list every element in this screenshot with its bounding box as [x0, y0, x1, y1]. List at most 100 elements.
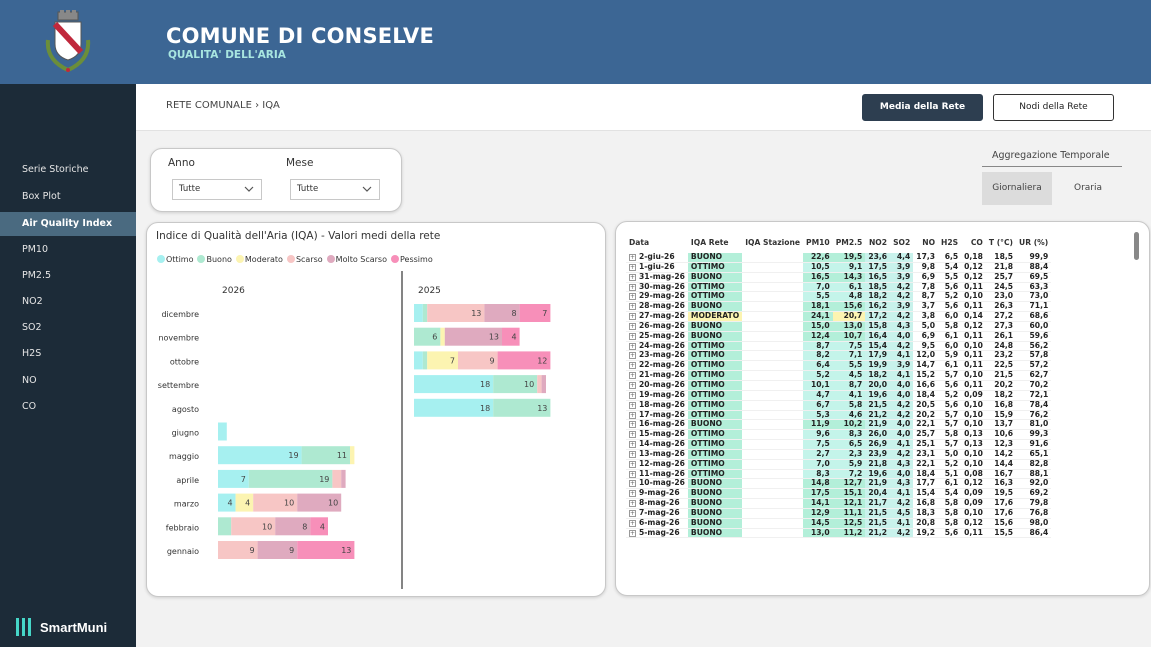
expand-row-icon[interactable]: +	[629, 372, 636, 380]
cell-no2: 21,5	[865, 400, 891, 411]
table-row[interactable]: +29-mag-26 OTTIMO 5,5 4,8 18,2 4,2 8,7 5,2 0,10 2…	[626, 291, 1052, 303]
table-row[interactable]: +16-mag-26 BUONO 11,9 10,2 21,9 4,0 22,1 5,7 0,1…	[626, 419, 1052, 431]
table-row[interactable]: +12-mag-26 OTTIMO 7,0 5,9 21,8 4,3 22,1 5,2 0,10…	[626, 459, 1052, 470]
expand-row-icon[interactable]: +	[629, 362, 636, 370]
mese-select[interactable]: Tutte	[290, 179, 380, 200]
expand-row-icon[interactable]: +	[629, 273, 636, 281]
column-header-t-c[interactable]: T (°C)	[988, 237, 1014, 247]
table-row[interactable]: +15-mag-26 OTTIMO 9,6 8,3 26,0 4,0 25,7 5,8 0,13…	[626, 429, 1052, 441]
table-row[interactable]: +10-mag-26 BUONO 14,8 12,7 21,9 4,3 17,7 6,1 0,1…	[626, 478, 1052, 490]
bar-data-label: 7	[241, 475, 246, 484]
column-header-h2s[interactable]: H2S	[941, 237, 959, 247]
expand-row-icon[interactable]: +	[629, 303, 636, 311]
table-row[interactable]: +28-mag-26 BUONO 18,1 15,6 16,2 3,9 3,7 5,6 0,11…	[626, 301, 1052, 313]
cell-no2: 17,9	[865, 351, 891, 362]
column-header-iqa-rete[interactable]: IQA Rete	[690, 237, 729, 247]
table-row[interactable]: +13-mag-26 OTTIMO 2,7 2,3 23,9 4,2 23,1 5,0 0,10…	[626, 449, 1052, 460]
expand-row-icon[interactable]: +	[629, 401, 636, 409]
aggregazione-oraria-button[interactable]: Oraria	[1073, 183, 1102, 193]
sidebar-item-so2[interactable]: SO2	[22, 322, 42, 333]
sidebar-item-no[interactable]: NO	[22, 375, 37, 386]
table-row[interactable]: +6-mag-26 BUONO 14,5 12,5 21,5 4,1 20,8 5,8 0,12…	[626, 518, 1052, 529]
table-row[interactable]: +9-mag-26 BUONO 17,5 15,1 20,4 4,1 15,4 5,4 0,09…	[626, 488, 1052, 500]
column-header-data[interactable]: Data	[629, 237, 650, 247]
expand-row-icon[interactable]: +	[629, 332, 636, 340]
bar-segment-2026-marzo-ottimo	[218, 493, 236, 512]
table-row[interactable]: +30-mag-26 OTTIMO 7,0 6,1 18,5 4,2 7,8 5,6 0,11 2…	[626, 282, 1052, 293]
expand-row-icon[interactable]: +	[629, 519, 636, 527]
column-header-pm10[interactable]: PM10	[806, 237, 830, 247]
sidebar-item-air-quality-index[interactable]: Air Quality Index	[0, 212, 136, 236]
table-row[interactable]: +7-mag-26 BUONO 12,9 11,1 21,5 4,5 18,3 5,8 0,10…	[626, 508, 1052, 519]
column-header-so2[interactable]: SO2	[893, 237, 911, 247]
sidebar-item-box-plot[interactable]: Box Plot	[22, 191, 61, 202]
column-header-pm2-5[interactable]: PM2.5	[835, 237, 863, 247]
column-header-iqa-stazione[interactable]: IQA Stazione	[745, 237, 801, 247]
cell-iqa-rete: BUONO	[687, 528, 743, 539]
table-scrollbar[interactable]	[1134, 232, 1139, 260]
expand-row-icon[interactable]: +	[629, 441, 636, 449]
table-row[interactable]: +31-mag-26 BUONO 16,5 14,3 16,5 3,9 6,9 5,5 0,12…	[626, 272, 1052, 283]
column-header-no2[interactable]: NO2	[868, 237, 888, 247]
column-header-co[interactable]: CO	[970, 237, 983, 247]
expand-row-icon[interactable]: +	[629, 431, 636, 439]
sidebar-item-co[interactable]: CO	[22, 401, 37, 412]
expand-row-icon[interactable]: +	[629, 500, 636, 508]
legend-item-buono[interactable]: Buono	[197, 255, 232, 264]
expand-row-icon[interactable]: +	[629, 470, 636, 478]
anno-select[interactable]: Tutte	[172, 179, 262, 200]
expand-row-icon[interactable]: +	[629, 254, 636, 261]
expand-row-icon[interactable]: +	[629, 529, 636, 537]
table-row[interactable]: +8-mag-26 BUONO 14,1 12,1 21,7 4,2 16,8 5,8 0,09…	[626, 498, 1052, 509]
table-row[interactable]: +5-mag-26 BUONO 13,0 11,2 21,2 4,2 19,2 5,6 0,11…	[626, 528, 1052, 539]
table-row[interactable]: +17-mag-26 OTTIMO 5,3 4,6 21,2 4,2 20,2 5,7 0,10…	[626, 410, 1052, 421]
legend-item-moderato[interactable]: Moderato	[235, 255, 283, 264]
sidebar-item-serie-storiche[interactable]: Serie Storiche	[22, 164, 89, 175]
nodi-della-rete-button[interactable]: Nodi della Rete	[993, 94, 1114, 121]
table-row[interactable]: +25-mag-26 BUONO 12,4 10,7 16,4 4,0 6,9 6,1 0,11…	[626, 331, 1052, 342]
expand-row-icon[interactable]: +	[629, 391, 636, 399]
expand-row-icon[interactable]: +	[629, 509, 636, 517]
table-row[interactable]: +26-mag-26 BUONO 15,0 13,0 15,8 4,3 5,0 5,8 0,12…	[626, 321, 1052, 332]
expand-row-icon[interactable]: +	[629, 460, 636, 468]
legend-item-ottimo[interactable]: Ottimo	[157, 255, 193, 264]
table-row[interactable]: +18-mag-26 OTTIMO 6,7 5,8 21,5 4,2 20,5 5,6 0,10…	[626, 400, 1052, 411]
legend-item-scarso[interactable]: Scarso	[286, 255, 323, 264]
cell-co: 0,11	[961, 380, 986, 391]
sidebar-item-pm10[interactable]: PM10	[22, 244, 49, 255]
table-row[interactable]: +21-mag-26 OTTIMO 5,2 4,5 18,2 4,1 15,2 5,7 0,10…	[626, 370, 1052, 381]
table-row[interactable]: +19-mag-26 OTTIMO 4,7 4,1 19,6 4,0 18,4 5,2 0,09…	[626, 390, 1052, 401]
table-row[interactable]: +1-giu-26 OTTIMO 10,5 9,1 17,5 3,9 9,8 5,4 0,12 2…	[626, 262, 1052, 273]
expand-row-icon[interactable]: +	[629, 293, 636, 301]
expand-row-icon[interactable]: +	[629, 263, 636, 271]
expand-row-icon[interactable]: +	[629, 480, 636, 488]
table-row[interactable]: +20-mag-26 OTTIMO 10,1 8,7 20,0 4,0 16,6 5,6 0,1…	[626, 380, 1052, 391]
table-row[interactable]: +24-mag-26 OTTIMO 8,7 7,5 15,4 4,2 9,5 6,0 0,10 2…	[626, 341, 1052, 352]
legend-item-pessimo[interactable]: Pessimo	[391, 255, 433, 264]
expand-row-icon[interactable]: +	[629, 490, 636, 498]
expand-row-icon[interactable]: +	[629, 381, 636, 389]
column-header-no[interactable]: NO	[922, 237, 936, 247]
table-row[interactable]: +2-giu-26 BUONO 22,6 19,5 23,6 4,4 17,3 6,5 0,18…	[626, 252, 1052, 263]
aggregazione-giornaliera-button[interactable]: Giornaliera	[982, 172, 1052, 205]
media-della-rete-button[interactable]: Media della Rete	[862, 94, 983, 121]
expand-row-icon[interactable]: +	[629, 421, 636, 429]
expand-row-icon[interactable]: +	[629, 411, 636, 419]
table-row[interactable]: +14-mag-26 OTTIMO 7,5 6,5 26,9 4,1 25,1 5,7 0,13…	[626, 439, 1052, 450]
table-row[interactable]: +22-mag-26 OTTIMO 6,4 5,5 19,9 3,9 14,7 6,1 0,11…	[626, 360, 1052, 372]
expand-row-icon[interactable]: +	[629, 313, 636, 321]
expand-row-icon[interactable]: +	[629, 283, 636, 291]
sidebar-item-no2[interactable]: NO2	[22, 296, 43, 307]
table-row[interactable]: +27-mag-26 MODERATO 24,1 20,7 17,2 4,2 3,8 6,0 0…	[626, 311, 1052, 322]
bar-segment-2026-marzo-molto-scarso	[297, 493, 342, 512]
table-row[interactable]: +11-mag-26 OTTIMO 8,3 7,2 19,6 4,0 18,4 5,1 0,08…	[626, 469, 1052, 480]
expand-row-icon[interactable]: +	[629, 352, 636, 360]
sidebar-item-h2s[interactable]: H2S	[22, 348, 42, 359]
expand-row-icon[interactable]: +	[629, 342, 636, 350]
expand-row-icon[interactable]: +	[629, 322, 636, 330]
legend-item-molto-scarso[interactable]: Molto Scarso	[326, 255, 387, 264]
column-header-ur[interactable]: UR (%)	[1019, 237, 1049, 247]
expand-row-icon[interactable]: +	[629, 450, 636, 458]
sidebar-item-pm25[interactable]: PM2.5	[22, 270, 52, 281]
table-row[interactable]: +23-mag-26 OTTIMO 8,2 7,1 17,9 4,1 12,0 5,9 0,11…	[626, 351, 1052, 362]
